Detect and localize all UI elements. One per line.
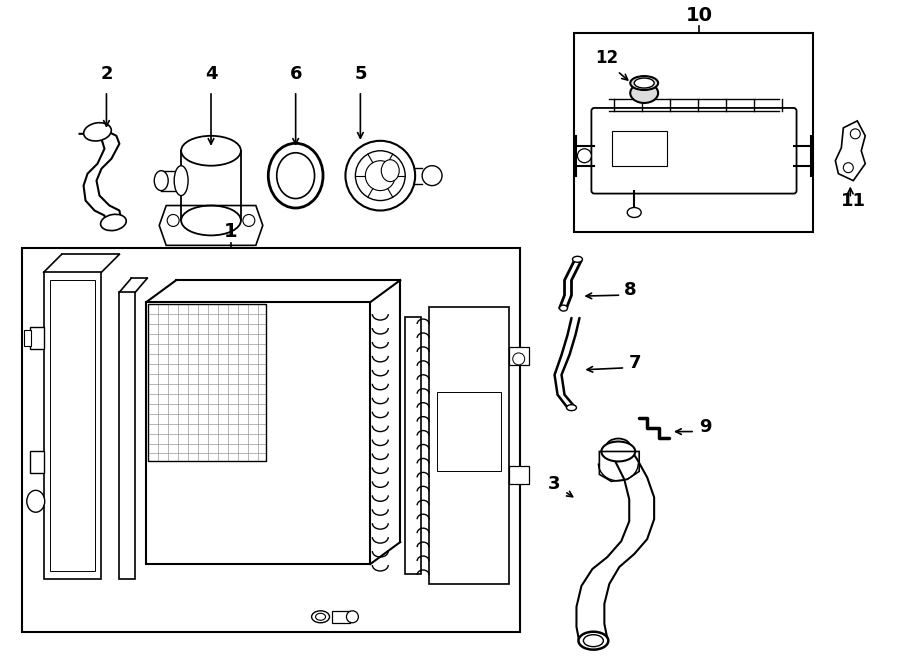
Ellipse shape xyxy=(181,136,241,166)
Ellipse shape xyxy=(382,160,400,182)
Ellipse shape xyxy=(601,442,635,461)
Ellipse shape xyxy=(365,161,395,190)
Circle shape xyxy=(578,149,591,163)
Ellipse shape xyxy=(579,632,608,650)
Ellipse shape xyxy=(181,206,241,235)
Text: 2: 2 xyxy=(100,65,112,83)
Circle shape xyxy=(513,353,525,365)
Bar xyxy=(437,392,500,471)
Bar xyxy=(147,302,370,564)
Text: 9: 9 xyxy=(699,418,711,436)
Ellipse shape xyxy=(27,490,45,512)
Circle shape xyxy=(843,163,853,173)
Ellipse shape xyxy=(572,256,582,262)
Text: 8: 8 xyxy=(625,281,637,299)
Circle shape xyxy=(167,214,179,227)
FancyBboxPatch shape xyxy=(591,108,796,194)
Bar xyxy=(332,611,350,623)
Ellipse shape xyxy=(422,166,442,186)
Bar xyxy=(405,317,421,574)
Text: 6: 6 xyxy=(290,65,302,83)
Bar xyxy=(44,272,102,579)
Bar xyxy=(30,327,44,349)
Bar xyxy=(120,292,135,579)
Bar xyxy=(574,33,814,233)
Bar xyxy=(22,249,519,632)
Circle shape xyxy=(850,129,860,139)
Text: 1: 1 xyxy=(224,222,238,241)
Text: 12: 12 xyxy=(595,49,618,67)
Ellipse shape xyxy=(276,153,315,198)
Ellipse shape xyxy=(607,438,630,455)
Ellipse shape xyxy=(346,611,358,623)
Ellipse shape xyxy=(268,143,323,208)
Ellipse shape xyxy=(627,208,641,217)
Text: 3: 3 xyxy=(548,475,561,493)
Ellipse shape xyxy=(346,141,415,210)
Ellipse shape xyxy=(583,635,603,646)
Text: 5: 5 xyxy=(354,65,366,83)
Bar xyxy=(612,131,667,166)
Bar xyxy=(508,347,528,365)
Circle shape xyxy=(243,214,255,227)
Ellipse shape xyxy=(84,123,112,141)
Ellipse shape xyxy=(311,611,329,623)
Bar xyxy=(429,307,508,584)
Ellipse shape xyxy=(566,405,577,410)
Ellipse shape xyxy=(154,171,168,190)
Ellipse shape xyxy=(630,76,658,90)
Ellipse shape xyxy=(634,78,654,88)
Text: 4: 4 xyxy=(205,65,217,83)
Bar xyxy=(50,280,95,571)
Ellipse shape xyxy=(356,151,405,200)
Text: 11: 11 xyxy=(841,192,866,210)
Bar xyxy=(148,304,266,461)
Ellipse shape xyxy=(175,166,188,196)
Text: 10: 10 xyxy=(686,7,713,25)
Ellipse shape xyxy=(560,305,568,311)
Text: 7: 7 xyxy=(629,354,642,372)
Bar xyxy=(508,467,528,485)
Ellipse shape xyxy=(316,613,326,620)
Bar xyxy=(23,330,31,346)
Bar xyxy=(30,451,44,473)
Ellipse shape xyxy=(630,83,658,103)
Ellipse shape xyxy=(101,214,126,231)
